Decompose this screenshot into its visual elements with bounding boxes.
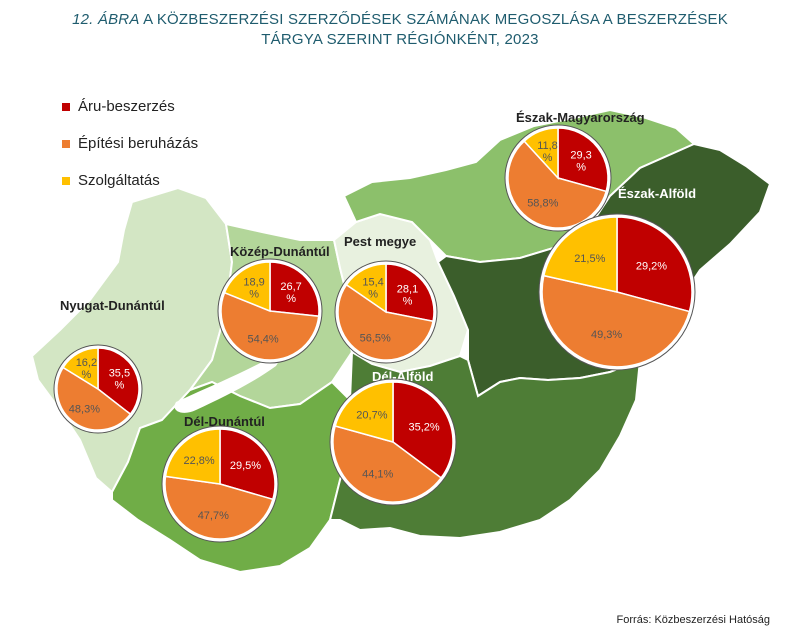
pie-slice-szolgaltatas bbox=[523, 127, 559, 180]
pie-label-szolgaltatas: 15,4% bbox=[362, 276, 383, 300]
pie-slice-szolgaltatas bbox=[164, 428, 221, 485]
pie-label-szolgaltatas: 18,9% bbox=[243, 276, 264, 300]
region-label-nyugat-dunantul: Nyugat-Dunántúl bbox=[60, 298, 165, 313]
pie-eszak-alfold: 29,2% 49,3% 21,5% bbox=[538, 213, 696, 371]
legend: Áru-beszerzés Építési beruházás Szolgált… bbox=[62, 88, 198, 199]
legend-label-epitesi: Építési beruházás bbox=[78, 135, 199, 152]
region-label-kozep-dunantul: Közép-Dunántúl bbox=[230, 244, 330, 259]
pie-label-szolgaltatas: 16,2% bbox=[76, 357, 97, 381]
pie-slice-aru bbox=[219, 428, 276, 501]
pie-slice-epitesi bbox=[332, 425, 443, 503]
pie-label-epitesi: 58,8% bbox=[527, 198, 558, 210]
pie-slice-szolgaltatas bbox=[542, 216, 618, 293]
legend-item-aru: Áru-beszerzés bbox=[62, 88, 198, 125]
pie-label-aru: 28,1% bbox=[397, 283, 418, 307]
pie-label-epitesi: 56,5% bbox=[360, 333, 391, 345]
pie-label-epitesi: 48,3% bbox=[69, 404, 100, 416]
pie-label-epitesi: 47,7% bbox=[198, 510, 229, 522]
pie-slice-epitesi bbox=[56, 366, 132, 431]
chart-title: 12. ÁBRA A KÖZBESZERZÉSI SZERZŐDÉSEK SZÁ… bbox=[0, 10, 800, 50]
pie-label-szolgaltatas: 20,7% bbox=[356, 409, 387, 421]
legend-label-aru: Áru-beszerzés bbox=[78, 98, 175, 115]
pie-label-szolgaltatas: 11,8% bbox=[537, 140, 558, 164]
legend-swatch-szolgaltatas bbox=[62, 176, 70, 185]
pie-label-epitesi: 44,1% bbox=[362, 468, 393, 480]
pie-del-alfold: 35,2% 44,1% 20,7% bbox=[329, 378, 457, 506]
pie-slice-szolgaltatas bbox=[62, 347, 99, 391]
pie-slice-aru bbox=[385, 263, 435, 323]
pie-label-epitesi: 49,3% bbox=[591, 329, 622, 341]
figure-number: 12. ÁBRA bbox=[72, 11, 140, 28]
pie-eszak-magyarorszag: 29,3 % 58,8% 11,8% bbox=[504, 124, 612, 232]
source-note: Forrás: Közbeszerzési Hatóság bbox=[616, 614, 770, 626]
region-label-eszak-alfold: Észak-Alföld bbox=[618, 186, 696, 201]
title-line-1: 12. ÁBRA A KÖZBESZERZÉSI SZERZŐDÉSEK SZÁ… bbox=[0, 10, 800, 30]
pie-nyugat-dunantul: 35,5 % 48,3% 16,2% bbox=[53, 344, 143, 434]
legend-item-szolgaltatas: Szolgáltatás bbox=[62, 162, 198, 199]
lake-balaton bbox=[174, 358, 279, 413]
region-pie-charts: 29,3 % 58,8% 11,8 % 29,2% 49,3% 21,5% 28,1 % 56,5%… bbox=[53, 124, 696, 543]
region-label-del-dunantul: Dél-Dunántúl bbox=[184, 414, 265, 429]
pie-slice-epitesi bbox=[164, 475, 274, 540]
pie-slice-aru bbox=[269, 261, 320, 318]
pie-slice-szolgaltatas bbox=[223, 261, 271, 313]
pie-label-aru: 35,5% bbox=[109, 368, 130, 392]
pie-kozep-dunantul: 26,7 % 54,4% 18,9% bbox=[217, 258, 323, 364]
pie-slice-aru bbox=[97, 347, 140, 416]
pie-label-aru: 26,7% bbox=[280, 281, 301, 305]
region-labels: Észak-Magyarország Észak-Alföld Pest meg… bbox=[60, 110, 696, 429]
legend-label-szolgaltatas: Szolgáltatás bbox=[78, 172, 160, 189]
pie-slice-aru bbox=[616, 216, 693, 313]
title-line-1-text: A KÖZBESZERZÉSI SZERZŐDÉSEK SZÁMÁNAK MEG… bbox=[143, 11, 728, 28]
pie-label-epitesi: 54,4% bbox=[247, 334, 278, 346]
pie-label-aru: 35,2% bbox=[408, 421, 439, 433]
region-label-pest-megye: Pest megye bbox=[344, 234, 416, 249]
pie-slice-epitesi bbox=[507, 140, 608, 229]
pie-slice-epitesi bbox=[220, 291, 320, 361]
pie-label-szolgaltatas: 22,8% bbox=[183, 455, 214, 467]
pie-slice-epitesi bbox=[541, 274, 691, 368]
pie-slice-aru bbox=[392, 381, 454, 479]
pie-slice-szolgaltatas bbox=[345, 263, 387, 314]
pie-pest-megye: 28,1 % 56,5% 15,4% bbox=[334, 260, 438, 364]
legend-swatch-aru bbox=[62, 102, 70, 111]
pie-label-aru: 29,3% bbox=[570, 150, 591, 174]
legend-swatch-epitesi bbox=[62, 139, 70, 148]
title-line-2: TÁRGYA SZERINT RÉGIÓNKÉNT, 2023 bbox=[261, 31, 539, 48]
pie-label-aru: 29,2% bbox=[636, 261, 667, 273]
region-label-eszak-magyarorszag: Észak-Magyarország bbox=[516, 110, 645, 125]
pie-del-dunantul: 29,5% 47,7% 22,8% bbox=[161, 425, 279, 543]
legend-item-epitesi: Építési beruházás bbox=[62, 125, 198, 162]
pie-slice-szolgaltatas bbox=[334, 381, 394, 443]
pie-label-aru: 29,5% bbox=[230, 460, 261, 472]
map-regions bbox=[30, 108, 772, 574]
pie-slice-epitesi bbox=[337, 283, 434, 361]
pie-slice-aru bbox=[557, 127, 609, 193]
pie-label-szolgaltatas: 21,5% bbox=[574, 253, 605, 265]
